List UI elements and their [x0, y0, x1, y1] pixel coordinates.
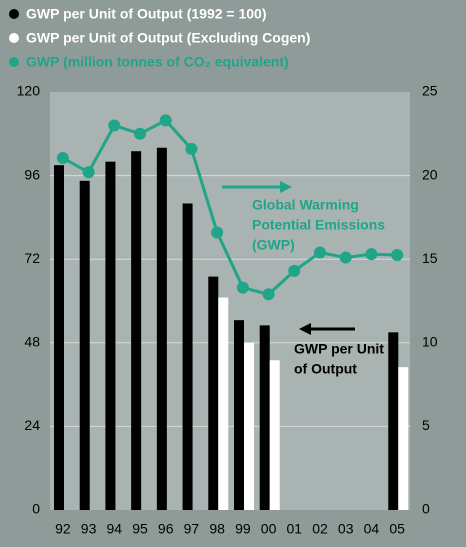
- annotation: GWP per Unit: [294, 341, 384, 357]
- line-marker: [314, 246, 326, 259]
- bar: [54, 165, 64, 510]
- x-tick-label: 96: [158, 521, 174, 537]
- line-marker: [82, 166, 95, 179]
- y-tick-label: 24: [24, 417, 40, 433]
- x-tick-label: 98: [209, 521, 225, 537]
- bar: [131, 151, 142, 510]
- bar: [156, 147, 167, 510]
- y-tick-label: 0: [32, 501, 40, 517]
- legend-label: GWP (million tonnes of CO₂ equivalent): [26, 54, 289, 70]
- line-marker: [391, 249, 404, 262]
- bar: [105, 161, 116, 510]
- x-tick-label: 02: [312, 521, 328, 537]
- line-marker: [134, 127, 146, 140]
- line-marker: [288, 264, 301, 277]
- annotation: Potential Emissions: [252, 217, 385, 233]
- annotation-arrowhead: [299, 323, 311, 335]
- annotation: of Output: [294, 361, 357, 377]
- x-tick-label: 05: [389, 521, 405, 537]
- line-marker: [236, 281, 249, 294]
- x-tick-label: 92: [55, 521, 71, 537]
- y-tick-label: 120: [17, 83, 41, 99]
- y-tick-label: 96: [24, 166, 40, 182]
- y2-tick-label: 10: [422, 334, 438, 350]
- bar: [388, 332, 399, 510]
- line-marker: [365, 248, 378, 261]
- annotation: Global Warming: [252, 197, 359, 213]
- y2-tick-label: 25: [422, 83, 438, 99]
- y-tick-label: 72: [24, 250, 40, 266]
- x-tick-label: 99: [235, 521, 251, 537]
- line-marker: [108, 119, 121, 132]
- bar: [218, 297, 229, 510]
- y2-tick-label: 0: [422, 501, 430, 517]
- x-tick-label: 04: [364, 521, 380, 537]
- line-marker: [56, 152, 69, 165]
- x-tick-label: 03: [338, 521, 354, 537]
- annotation: (GWP): [252, 237, 295, 253]
- line-marker: [211, 226, 224, 239]
- legend-marker: [9, 9, 19, 19]
- plot-area: [50, 92, 410, 510]
- bar: [259, 325, 270, 510]
- bar: [244, 342, 254, 510]
- y2-tick-label: 20: [422, 166, 438, 182]
- legend-label: GWP per Unit of Output (Excluding Cogen): [26, 30, 310, 46]
- x-tick-label: 94: [106, 521, 122, 537]
- legend-marker: [9, 33, 19, 43]
- x-tick-label: 01: [286, 521, 302, 537]
- legend-marker: [9, 57, 19, 67]
- x-tick-label: 97: [184, 521, 200, 537]
- bar: [269, 360, 280, 510]
- legend-label: GWP per Unit of Output (1992 = 100): [26, 6, 267, 22]
- line-marker: [159, 114, 172, 127]
- x-tick-label: 95: [132, 521, 148, 537]
- line-marker: [262, 288, 275, 301]
- x-tick-label: 00: [261, 521, 277, 537]
- y-tick-label: 48: [24, 334, 40, 350]
- bar: [79, 180, 90, 510]
- x-tick-label: 93: [81, 521, 97, 537]
- bar: [398, 367, 409, 510]
- y2-tick-label: 5: [422, 417, 430, 433]
- line-marker: [339, 251, 352, 264]
- y2-tick-label: 15: [422, 250, 438, 266]
- annotation-arrowhead: [280, 181, 292, 193]
- bar: [208, 276, 219, 510]
- bar: [234, 320, 244, 510]
- bar: [182, 203, 193, 510]
- line-marker: [185, 142, 198, 155]
